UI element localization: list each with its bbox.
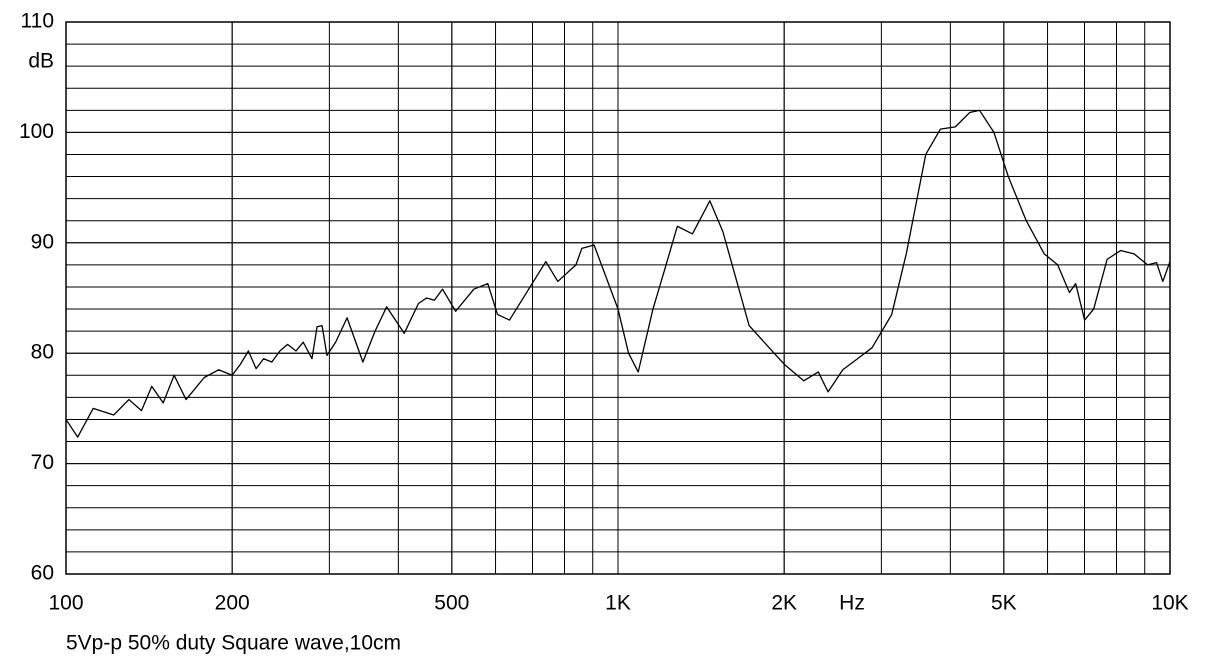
x-tick-label: 2K (771, 592, 797, 615)
x-tick-label: 1K (605, 592, 631, 615)
response-line (65, 109, 1171, 438)
x-tick-label: 500 (434, 592, 469, 615)
y-axis-label: dB (28, 50, 54, 73)
y-tick-label: 80 (31, 341, 54, 364)
y-tick-label: 60 (31, 562, 54, 585)
caption: 5Vp-p 50% duty Square wave,10cm (66, 632, 401, 655)
x-tick-label: 200 (215, 592, 250, 615)
y-tick-label: 110 (21, 10, 54, 33)
x-tick-label: 10K (1151, 592, 1188, 615)
y-tick-label: 90 (31, 230, 54, 253)
x-tick-label: 5K (991, 592, 1017, 615)
y-tick-label: 70 (31, 451, 54, 474)
y-tick-label: 100 (19, 120, 54, 143)
x-axis-unit: Hz (839, 592, 865, 615)
x-tick-label: 100 (48, 592, 83, 615)
